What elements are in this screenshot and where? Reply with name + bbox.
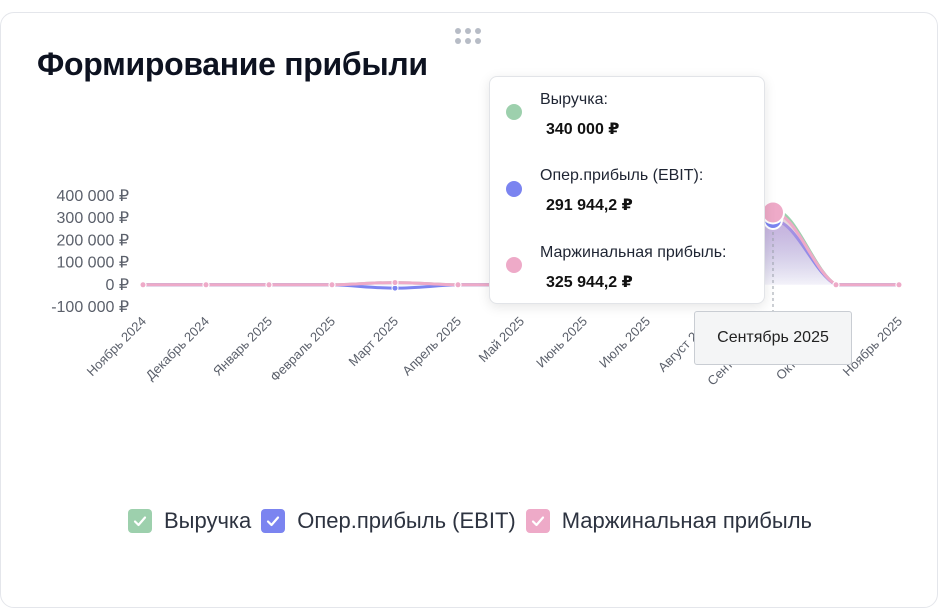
revenue-dot-icon — [506, 104, 522, 120]
tooltip-ebit-name: Опер.прибыль (EBIT): — [540, 167, 704, 184]
data-point[interactable] — [139, 281, 147, 289]
x-tick-label: Июль 2025 — [596, 314, 653, 371]
y-tick-label: 0 ₽ — [105, 277, 129, 294]
legend-label: Выручка — [164, 508, 252, 533]
tooltip-margin-name: Маржинальная прибыль: — [540, 244, 727, 261]
data-tooltip: Выручка: 340 000 ₽ Опер.прибыль (EBIT): … — [489, 76, 765, 304]
ebit-dot-icon — [506, 181, 522, 197]
checkbox-checked-icon[interactable] — [128, 509, 152, 533]
tooltip-ebit-value: 291 944,2 ₽ — [546, 197, 633, 214]
tooltip-revenue-value: 340 000 ₽ — [546, 121, 620, 138]
tooltip-margin-value: 325 944,2 ₽ — [546, 274, 633, 291]
data-point[interactable] — [895, 281, 903, 289]
y-tick-label: 400 000 ₽ — [57, 188, 129, 205]
chart-legend: Выручка Опер.прибыль (EBIT) Маржинальная… — [0, 506, 940, 536]
legend-label: Опер.прибыль (EBIT) — [297, 508, 516, 533]
tooltip-revenue-name: Выручка: — [540, 91, 608, 108]
x-tick-label: Июнь 2025 — [533, 314, 590, 371]
legend-item-margin[interactable]: Маржинальная прибыль — [525, 508, 812, 534]
y-tick-label: 300 000 ₽ — [57, 210, 129, 227]
x-tick-label: Декабрь 2024 — [143, 314, 212, 383]
x-tick-label: Ноябрь 2024 — [84, 314, 150, 380]
data-point[interactable] — [202, 281, 210, 289]
x-tick-label: Март 2025 — [346, 314, 402, 370]
y-tick-label: 200 000 ₽ — [57, 232, 129, 249]
legend-label: Маржинальная прибыль — [561, 508, 812, 533]
data-point[interactable] — [328, 281, 336, 289]
y-tick-label: -100 000 ₽ — [51, 299, 129, 316]
data-point[interactable] — [391, 279, 399, 287]
checkbox-checked-icon[interactable] — [525, 509, 550, 533]
legend-item-revenue[interactable]: Выручка — [128, 508, 251, 534]
widget-title: Формирование прибыли — [37, 46, 428, 82]
x-tick-label: Январь 2025 — [210, 314, 275, 379]
x-axis-tooltip: Сентябрь 2025 — [694, 311, 852, 365]
x-tick-label: Апрель 2025 — [399, 314, 464, 379]
checkbox-checked-icon[interactable] — [261, 509, 286, 533]
margin-dot-icon — [506, 257, 522, 273]
drag-dots-icon[interactable] — [455, 28, 485, 44]
legend-item-ebit[interactable]: Опер.прибыль (EBIT) — [261, 508, 516, 534]
data-point[interactable] — [265, 281, 273, 289]
chart-card — [0, 12, 938, 608]
x-tick-label: Май 2025 — [476, 314, 528, 366]
y-tick-label: 100 000 ₽ — [57, 255, 129, 272]
highlighted-point[interactable] — [761, 200, 785, 225]
x-tick-label: Февраль 2025 — [267, 314, 338, 385]
data-point[interactable] — [832, 281, 840, 289]
data-point[interactable] — [454, 281, 462, 289]
